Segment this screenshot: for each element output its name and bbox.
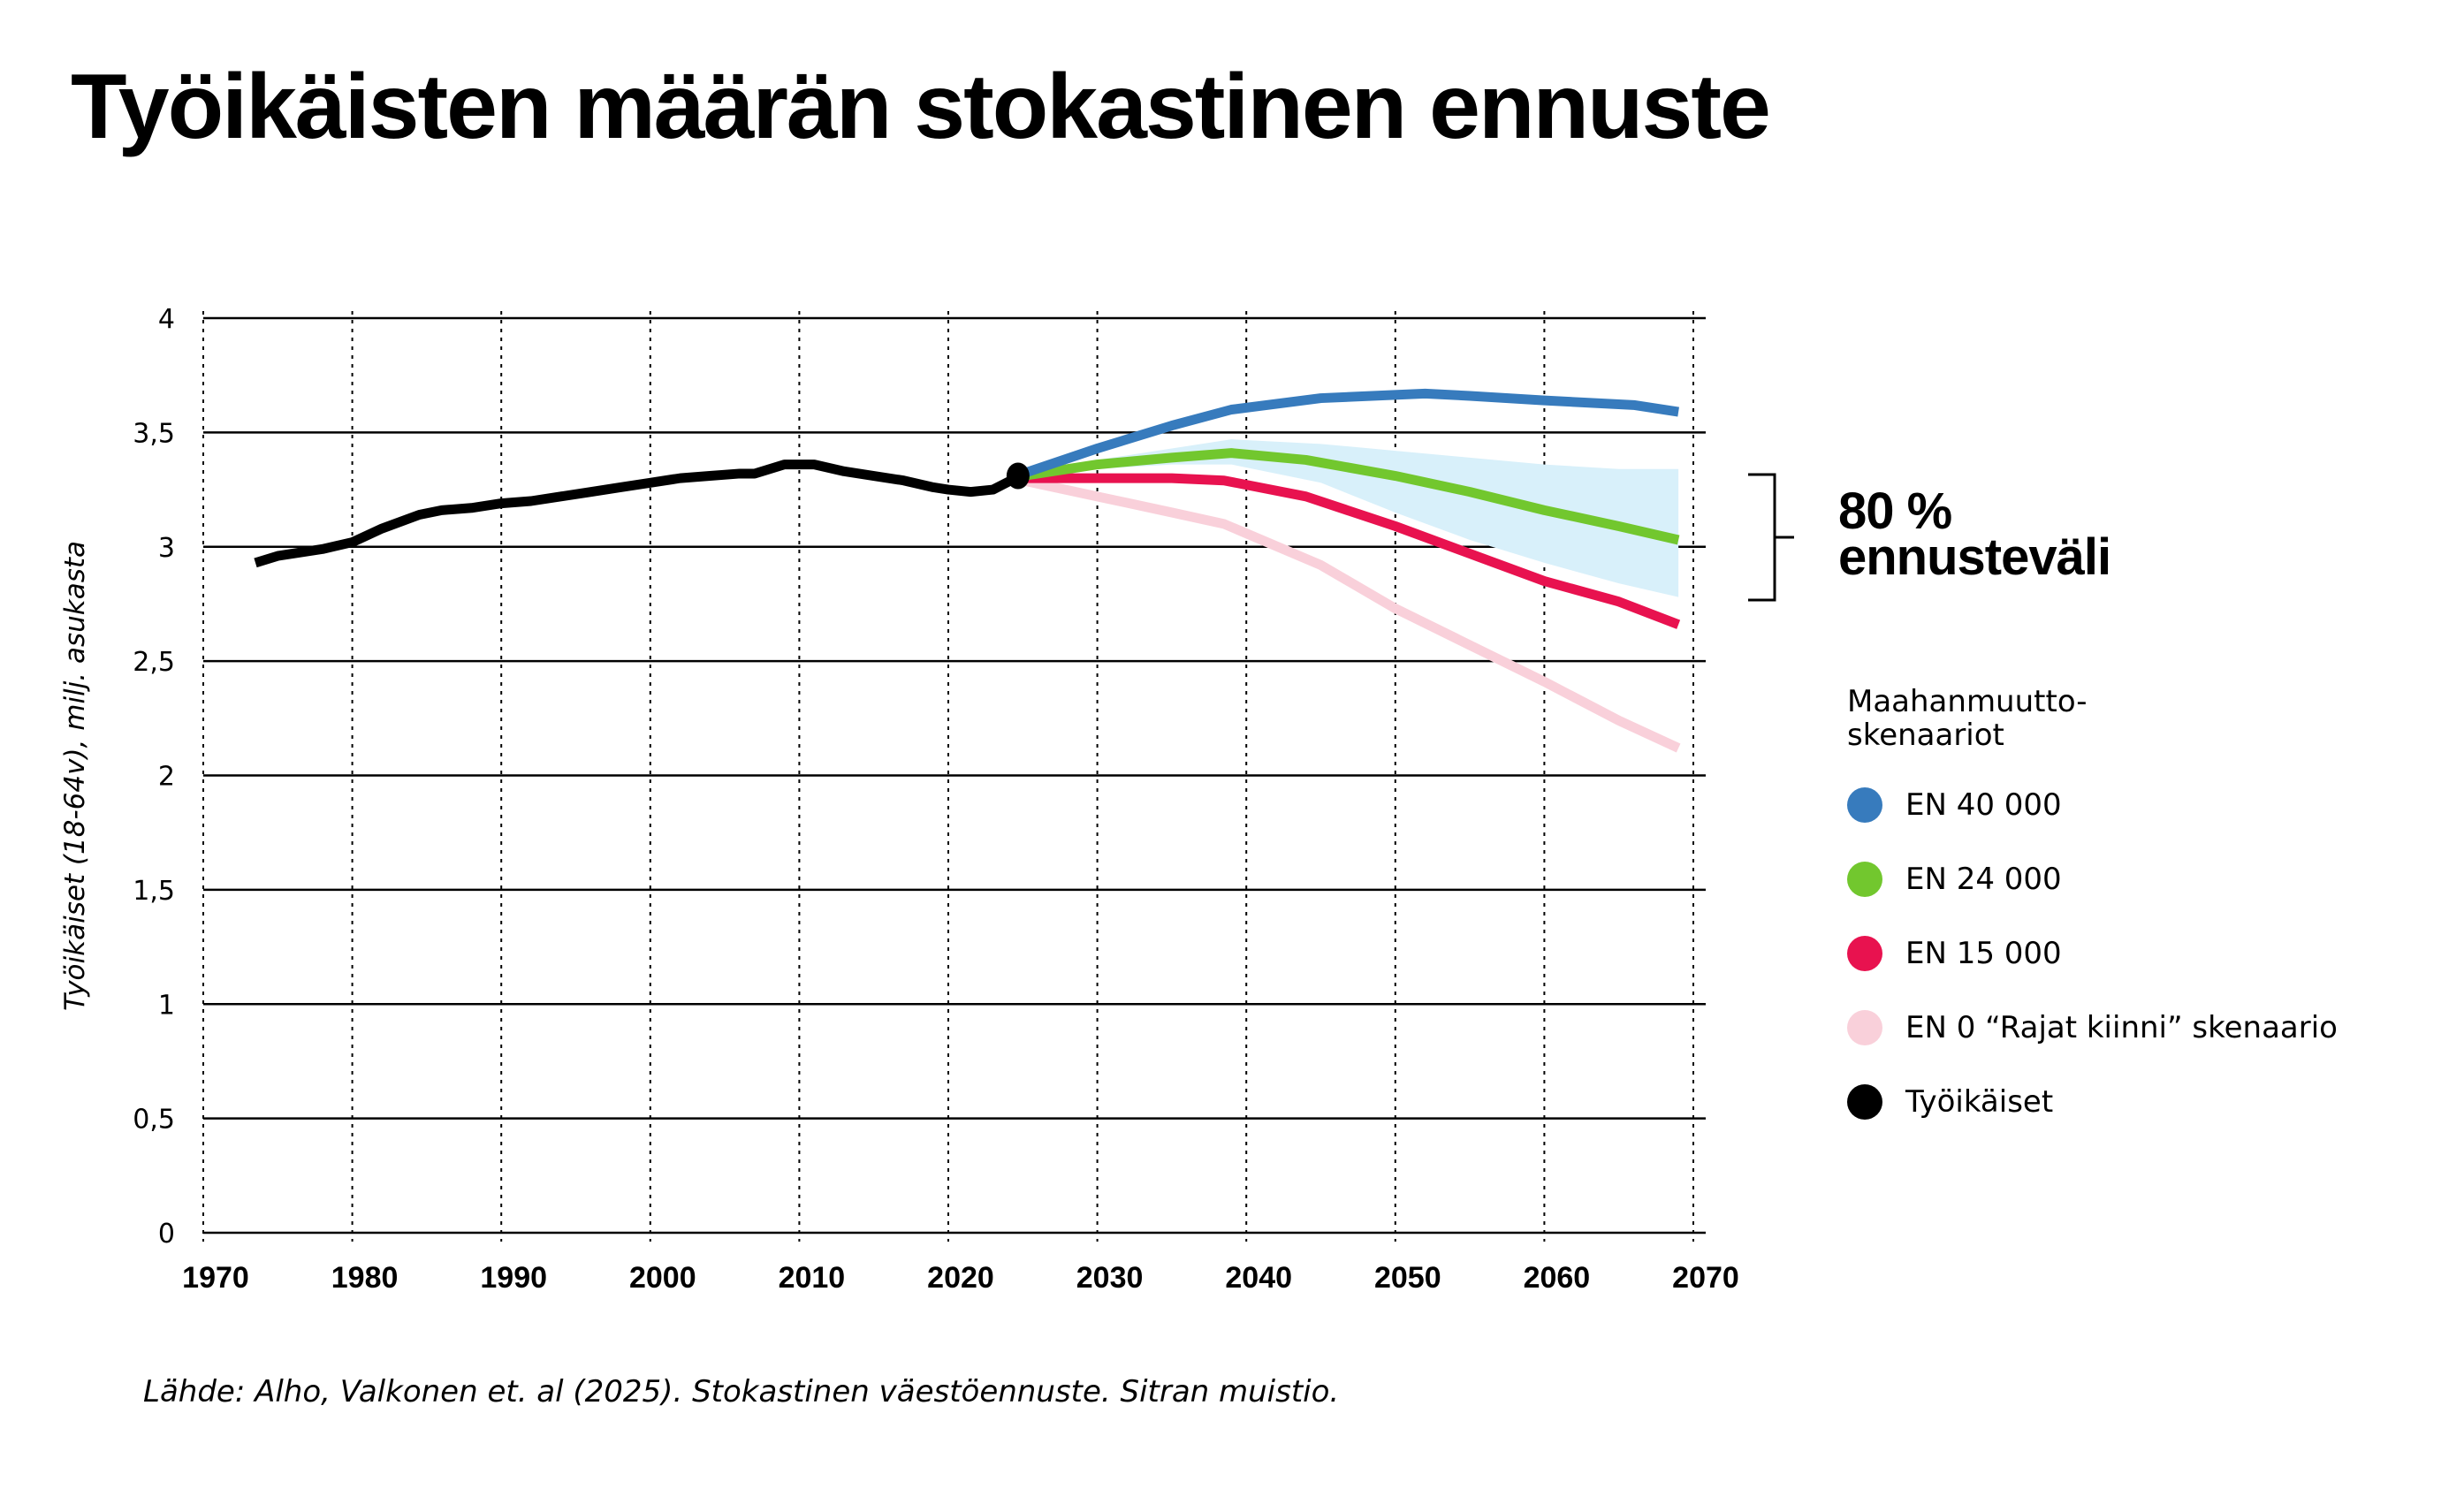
legend-label: EN 40 000 — [1905, 787, 2062, 823]
legend-dot-icon — [1847, 787, 1882, 823]
grid — [202, 311, 1706, 1242]
x-tick-label: 1990 — [480, 1261, 547, 1295]
x-tick-label: 2030 — [1076, 1261, 1144, 1295]
legend-dot-icon — [1847, 1010, 1882, 1045]
x-tick-label: 2010 — [779, 1261, 846, 1295]
y-tick-label: 2,5 — [133, 647, 175, 678]
y-tick-label: 1,5 — [133, 876, 175, 907]
legend-item-en0: EN 0 “Rajat kiinni” skenaario — [1847, 1010, 2338, 1045]
legend-label: Työikäiset — [1905, 1084, 2054, 1120]
current-year-marker — [1006, 462, 1030, 490]
legend-item-en40000: EN 40 000 — [1847, 787, 2338, 823]
legend-item-tyoikaiset: Työikäiset — [1847, 1084, 2338, 1120]
y-tick-label: 3,5 — [133, 418, 175, 449]
y-tick-label: 4 — [158, 304, 175, 335]
series-line-en-15-000 — [1023, 473, 1681, 629]
x-tick-label: 2050 — [1374, 1261, 1441, 1295]
legend-title-line2: skenaariot — [1847, 718, 2004, 753]
x-tick-label: 1970 — [182, 1261, 249, 1295]
legend-item-en15000: EN 15 000 — [1847, 936, 2338, 971]
series-line-en-24-000 — [1022, 448, 1680, 545]
legend-item-en24000: EN 24 000 — [1847, 862, 2338, 897]
x-tick-label: 2040 — [1225, 1261, 1292, 1295]
y-tick-label: 3 — [158, 533, 175, 564]
forecast-band-80 — [1023, 439, 1679, 597]
series-line-en-0-rajat-kiinni-skenaario — [1022, 475, 1681, 753]
legend-label: EN 0 “Rajat kiinni” skenaario — [1905, 1010, 2338, 1045]
legend-label: EN 24 000 — [1905, 862, 2062, 897]
y-tick-label: 1 — [158, 990, 175, 1021]
legend-title: Maahanmuutto- skenaariot — [1847, 685, 2338, 752]
band-annotation-percent: 80 % — [1838, 482, 1952, 540]
x-tick-label: 2060 — [1524, 1261, 1591, 1295]
x-tick-label: 2000 — [629, 1261, 696, 1295]
x-tick-label: 2020 — [927, 1261, 994, 1295]
y-tick-label: 2 — [158, 762, 175, 793]
series-line-ty-ik-iset — [254, 460, 1018, 568]
chart-title: Työikäisten määrän stokastinen ennuste — [71, 56, 1771, 158]
legend-title-line1: Maahanmuutto- — [1847, 684, 2088, 719]
y-tick-label: 0 — [158, 1219, 175, 1250]
y-tick-label: 0,5 — [133, 1105, 175, 1136]
legend-dot-icon — [1847, 862, 1882, 897]
band-annotation: 80 % ennusteväli — [1838, 482, 2111, 586]
legend: Maahanmuutto- skenaariot EN 40 000 EN 24… — [1847, 685, 2338, 1159]
series-line-en-40-000 — [1021, 388, 1679, 479]
x-tick-label: 1980 — [331, 1261, 399, 1295]
legend-dot-icon — [1847, 1084, 1882, 1120]
forecast-band-layer — [1023, 439, 1679, 597]
tick-labels: 0 0,5 1 1,5 2 2,5 3 3,5 4 1970 1980 1990 2000 2010 202… — [133, 304, 1739, 1295]
series-layer — [254, 388, 1681, 753]
band-bracket — [1748, 473, 1794, 602]
x-tick-label: 2070 — [1672, 1261, 1739, 1295]
band-annotation-text: ennusteväli — [1838, 528, 2111, 586]
legend-label: EN 15 000 — [1905, 936, 2062, 971]
y-axis-label: Työikäiset (18-64v), milj. asukasta — [59, 541, 91, 1011]
legend-dot-icon — [1847, 936, 1882, 971]
source-note: Lähde: Alho, Valkonen et. al (2025). Sto… — [143, 1374, 1340, 1409]
